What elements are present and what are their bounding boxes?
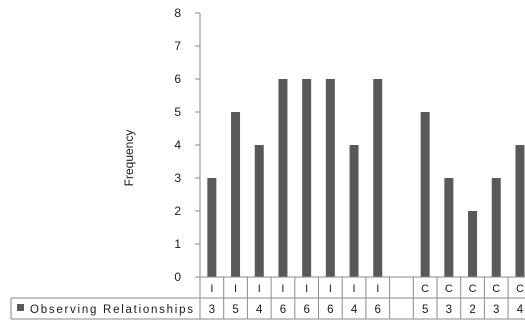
bar xyxy=(373,79,383,277)
bar xyxy=(444,178,454,277)
y-tick-label: 3 xyxy=(174,171,181,185)
data-label: 4 xyxy=(517,304,524,316)
data-label: 5 xyxy=(232,304,238,316)
data-label: 4 xyxy=(351,304,358,316)
y-tick-label: 8 xyxy=(174,6,181,20)
y-tick-label: 2 xyxy=(174,204,181,218)
y-axis-ticks: 0 1 2 3 4 5 6 7 8 xyxy=(174,6,200,284)
y-tick-label: 0 xyxy=(174,270,181,284)
data-label: 3 xyxy=(209,304,215,316)
bar xyxy=(254,145,264,277)
data-label: 2 xyxy=(469,304,475,316)
x-tick-label: I xyxy=(376,283,379,295)
x-tick-label: I xyxy=(305,283,308,295)
y-tick-label: 5 xyxy=(174,105,181,119)
y-axis-label: Frequency xyxy=(122,130,136,187)
bar xyxy=(207,178,217,277)
y-tick-label: 6 xyxy=(174,72,181,86)
bar xyxy=(349,145,359,277)
bar xyxy=(231,112,241,277)
bars xyxy=(207,79,525,277)
data-label: 6 xyxy=(327,304,333,316)
data-label: 3 xyxy=(493,304,499,316)
legend-entry: Observing Relationships xyxy=(30,304,193,316)
x-tick-label: I xyxy=(210,283,213,295)
x-tick-label: I xyxy=(353,283,356,295)
bar xyxy=(420,112,430,277)
y-tick-label: 1 xyxy=(174,237,181,251)
x-tick-label: I xyxy=(258,283,261,295)
bar xyxy=(468,211,478,277)
y-tick-label: 4 xyxy=(174,138,181,152)
x-tick-label: C xyxy=(445,283,453,295)
x-tick-label: C xyxy=(469,283,477,295)
bar xyxy=(515,145,525,277)
x-tick-label: I xyxy=(329,283,332,295)
bar xyxy=(491,178,501,277)
data-label: 6 xyxy=(303,304,309,316)
data-label: 6 xyxy=(280,304,286,316)
y-tick-label: 7 xyxy=(174,39,181,53)
x-tick-label: I xyxy=(281,283,284,295)
data-label: 3 xyxy=(446,304,452,316)
bar xyxy=(278,79,288,277)
data-label: 5 xyxy=(422,304,428,316)
data-label: 6 xyxy=(375,304,381,316)
x-tick-label: C xyxy=(516,283,524,295)
bar xyxy=(325,79,335,277)
bar xyxy=(302,79,312,277)
legend-swatch xyxy=(17,304,24,311)
data-label: 4 xyxy=(256,304,263,316)
x-tick-label: C xyxy=(492,283,500,295)
data-table: I 3 I 5 I 4 I 6 I 6 I 6 I 4 I 6 C 5 C 3 C 2 C 3 C 4 Observing Rela… xyxy=(10,276,525,320)
x-tick-label: C xyxy=(421,283,429,295)
x-tick-label: I xyxy=(234,283,237,295)
